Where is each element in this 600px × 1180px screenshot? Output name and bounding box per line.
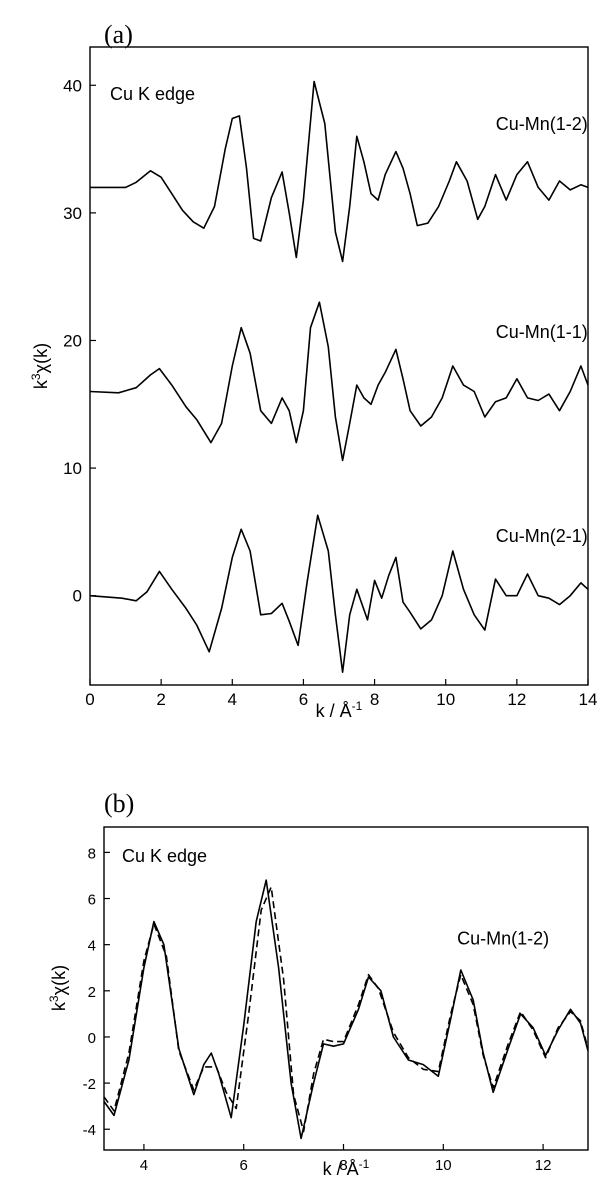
panel-a-x-tick-label: 2 [156,690,165,709]
panel-a-x-tick-label: 14 [579,690,598,709]
panel-a-line-cu-mn-1-1 [89,301,589,462]
panel-a-series [89,80,589,673]
panel-b-plot-frame [103,826,589,1151]
panel-a-y-tick-label: 30 [63,204,82,223]
panel-b-x-axis-title: k / Å-1 [323,1157,370,1179]
panel-b-line-dashed [103,886,589,1133]
panel-b-y-tick-label: 2 [88,984,96,1001]
panel-a-series-label-cu-mn-2-1: Cu-Mn(2-1) [496,526,588,546]
panel-a-x-tick-label: 12 [507,690,526,709]
panel-a-x-tick-label: 0 [85,690,94,709]
panel-a-x-tick-label: 8 [370,690,379,709]
panel-a-plot-frame [89,46,589,686]
panel-b-edge-annotation: Cu K edge [122,846,207,866]
panel-a-y-axis-title: k3χ(k) [29,343,51,389]
panel-a-series-label-cu-mn-1-2: Cu-Mn(1-2) [496,114,588,134]
panel-b-y-tick-label: 8 [88,845,96,862]
panel-a-edge-annotation: Cu K edge [110,84,195,104]
panel-b-curve-label: Cu-Mn(1-2) [457,929,549,949]
panel-b-y-ticks: -4 -2 0 2 4 6 8 [83,845,110,1139]
panel-b-y-tick-label: -4 [83,1122,96,1139]
panel-b-series [103,879,589,1140]
panel-a-x-tick-label: 6 [299,690,308,709]
panel-b-x-tick-label: 4 [140,1157,148,1174]
panel-a-line-cu-mn-1-2 [90,80,589,263]
panel-a-x-axis-title: k / Å-1 [316,699,363,721]
panel-a-x-ticks: 0 2 4 6 8 10 12 14 [85,679,597,709]
panel-a-y-ticks: 0 10 20 30 40 [63,76,96,606]
panel-a-y-tick-label: 10 [63,459,82,478]
panel-a-y-tick-label: 0 [73,587,82,606]
panel-a-label: (a) [104,20,133,49]
panel-a-series-label-cu-mn-1-1: Cu-Mn(1-1) [496,322,588,342]
panel-b-label: (b) [104,789,134,818]
panel-b-x-tick-label: 10 [435,1157,452,1174]
panel-b-y-tick-label: -2 [83,1076,96,1093]
panel-a: (a) Cu K edge 0 2 4 6 8 10 12 14 0 10 20 30 40 Cu-M… [29,20,597,721]
panel-a-series-labels: Cu-Mn(1-2) Cu-Mn(1-1) Cu-Mn(2-1) [496,114,588,546]
panel-b-y-axis-title: k3χ(k) [47,965,69,1011]
panel-b-y-tick-label: 0 [88,1030,96,1047]
panel-b-series-labels: Cu-Mn(1-2) [457,929,549,949]
panel-a-y-tick-label: 20 [63,331,82,350]
panel-b-y-tick-label: 4 [88,938,96,955]
panel-a-y-tick-label: 40 [63,76,82,95]
panel-b-y-tick-label: 6 [88,892,96,909]
panel-a-x-tick-label: 10 [436,690,455,709]
panel-b-x-ticks: 4 6 8 10 12 [140,1144,552,1174]
panel-b-x-tick-label: 6 [240,1157,248,1174]
panel-b-line-solid [103,879,589,1140]
panel-b: (b) Cu K edge 4 6 8 10 12 -4 -2 0 2 4 6 8 Cu-Mn(1-… [47,789,589,1179]
panel-a-x-tick-label: 4 [228,690,237,709]
panel-b-x-tick-label: 8 [339,1157,347,1174]
panel-b-x-tick-label: 12 [535,1157,552,1174]
panel-a-line-cu-mn-2-1 [89,514,589,673]
